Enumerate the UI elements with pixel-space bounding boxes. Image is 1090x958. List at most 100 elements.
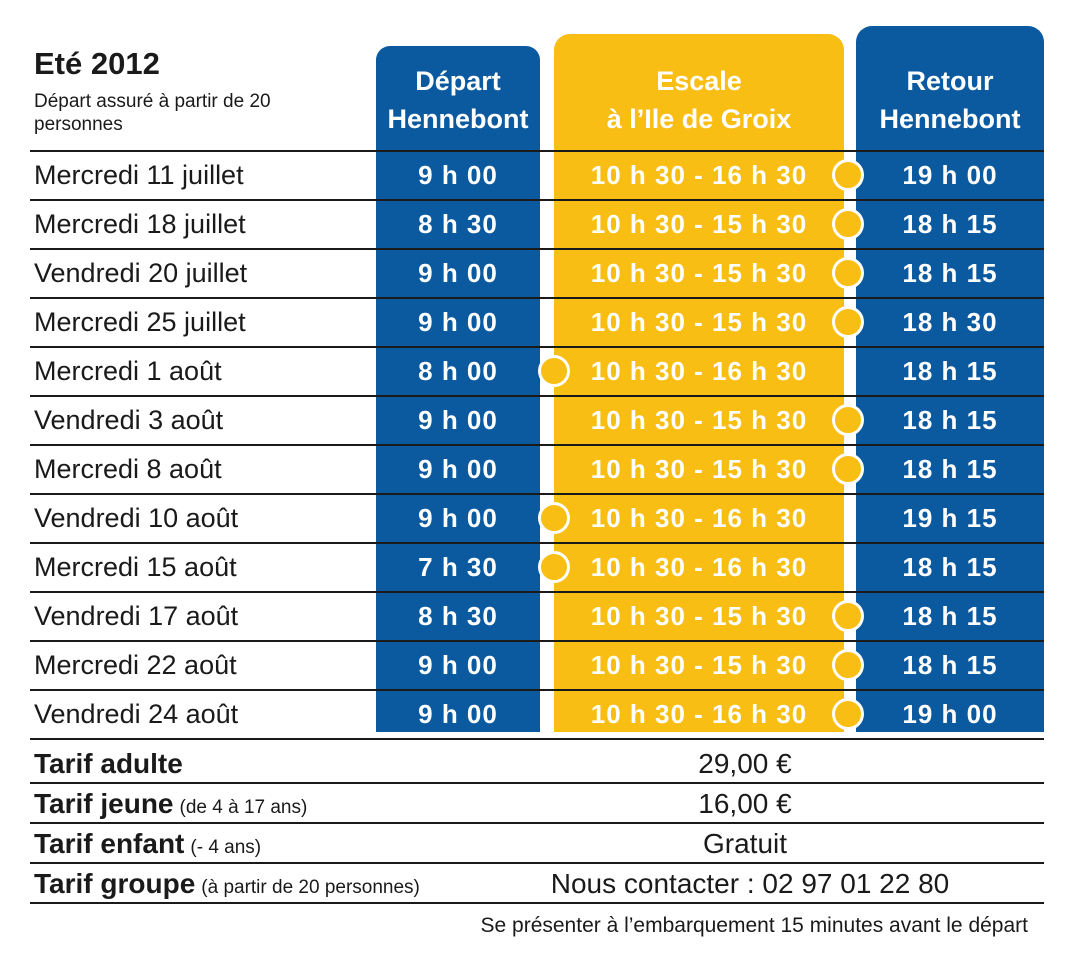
tariff-label: Tarif jeune (de 4 à 17 ans) — [34, 784, 307, 824]
escale-heading-line1: Escale — [656, 66, 742, 96]
stopover-marker-icon — [832, 306, 864, 338]
escale-time: 10 h 30 - 16 h 30 — [590, 503, 808, 533]
boarding-note: Se présenter à l’embarquement 15 minutes… — [480, 914, 1029, 937]
depart-time: 8 h 30 — [418, 601, 498, 631]
row-divider — [30, 248, 1044, 250]
depart-time: 9 h 00 — [418, 405, 498, 435]
row-divider — [30, 395, 1044, 397]
escale-time: 10 h 30 - 16 h 30 — [590, 699, 808, 729]
retour-time: 18 h 15 — [902, 601, 998, 631]
tariff-divider — [30, 822, 1044, 824]
escale-time: 10 h 30 - 15 h 30 — [590, 454, 808, 484]
escale-time: 10 h 30 - 16 h 30 — [590, 356, 808, 386]
depart-time: 7 h 30 — [418, 552, 498, 582]
retour-time: 18 h 30 — [902, 307, 998, 337]
row-date: Mercredi 8 août — [34, 454, 222, 484]
stopover-marker-icon — [832, 600, 864, 632]
retour-time: 19 h 00 — [902, 699, 998, 729]
tariff-name: Tarif enfant — [34, 828, 185, 859]
depart-time: 9 h 00 — [418, 503, 498, 533]
season-note: Départ assuré à partir de 20 personnes — [34, 91, 271, 135]
escale-heading-line2: à l’Ile de Groix — [606, 104, 792, 134]
escale-time: 10 h 30 - 16 h 30 — [590, 160, 808, 190]
row-divider — [30, 591, 1044, 593]
row-divider — [30, 640, 1044, 642]
tariff-price: Gratuit — [702, 828, 788, 859]
escale-time: 10 h 30 - 15 h 30 — [590, 258, 808, 288]
row-divider — [30, 297, 1044, 299]
tariff-divider — [30, 782, 1044, 784]
tariff-label: Tarif enfant (- 4 ans) — [34, 824, 261, 864]
retour-heading-line2: Hennebont — [879, 104, 1021, 134]
tariff-price: Nous contacter : 02 97 01 22 80 — [550, 868, 950, 899]
stopover-marker-icon — [832, 649, 864, 681]
stopover-marker-icon — [832, 159, 864, 191]
row-date: Vendredi 3 août — [34, 405, 224, 435]
escale-time: 10 h 30 - 15 h 30 — [590, 307, 808, 337]
row-date: Mercredi 22 août — [34, 650, 237, 680]
row-date: Mercredi 15 août — [34, 552, 237, 582]
depart-time: 9 h 00 — [418, 454, 498, 484]
retour-time: 18 h 15 — [902, 209, 998, 239]
tariff-label: Tarif groupe (à partir de 20 personnes) — [34, 864, 420, 904]
tariff-name: Tarif adulte — [34, 748, 183, 779]
retour-time: 18 h 15 — [902, 454, 998, 484]
depart-heading-line1: Départ — [415, 66, 501, 96]
tariff-divider — [30, 862, 1044, 864]
depart-time: 9 h 00 — [418, 258, 498, 288]
depart-time: 9 h 00 — [418, 699, 498, 729]
row-divider — [30, 346, 1044, 348]
row-date: Mercredi 1 août — [34, 356, 222, 386]
tariff-condition: (de 4 à 17 ans) — [179, 797, 308, 818]
tariff-price: 29,00 € — [698, 748, 792, 779]
escale-time: 10 h 30 - 15 h 30 — [590, 405, 808, 435]
retour-time: 19 h 15 — [902, 503, 998, 533]
row-date: Vendredi 17 août — [34, 601, 239, 631]
retour-time: 18 h 15 — [902, 552, 998, 582]
stopover-marker-icon — [832, 453, 864, 485]
row-date: Mercredi 11 juillet — [34, 160, 244, 190]
stopover-marker-icon — [832, 698, 864, 730]
stopover-marker-icon — [538, 355, 570, 387]
tariff-price: 16,00 € — [698, 788, 792, 819]
tariff-condition: (à partir de 20 personnes) — [201, 877, 420, 898]
stopover-marker-icon — [832, 208, 864, 240]
stopover-marker-icon — [538, 502, 570, 534]
retour-heading: Retour Hennebont — [856, 62, 1044, 138]
row-date: Vendredi 20 juillet — [34, 258, 248, 288]
row-date: Mercredi 25 juillet — [34, 307, 246, 337]
season-title: Eté 2012 — [34, 46, 160, 81]
stopover-marker-icon — [832, 257, 864, 289]
retour-column — [856, 26, 1044, 732]
depart-column — [376, 46, 540, 732]
row-divider — [30, 738, 1044, 740]
depart-heading: Départ Hennebont — [376, 62, 540, 138]
retour-time: 18 h 15 — [902, 405, 998, 435]
retour-time: 18 h 15 — [902, 258, 998, 288]
row-divider — [30, 493, 1044, 495]
depart-time: 8 h 30 — [418, 209, 498, 239]
tariff-label: Tarif adulte — [34, 744, 183, 784]
tariff-condition: (- 4 ans) — [190, 837, 262, 858]
row-divider — [30, 150, 1044, 152]
depart-time: 9 h 00 — [418, 307, 498, 337]
retour-time: 18 h 15 — [902, 356, 998, 386]
retour-time: 19 h 00 — [902, 160, 998, 190]
escale-time: 10 h 30 - 15 h 30 — [590, 650, 808, 680]
escale-time: 10 h 30 - 16 h 30 — [590, 552, 808, 582]
retour-time: 18 h 15 — [902, 650, 998, 680]
row-date: Vendredi 24 août — [34, 699, 239, 729]
depart-heading-line2: Hennebont — [387, 104, 529, 134]
tariff-name: Tarif jeune — [34, 788, 174, 819]
escale-heading: Escale à l’Ile de Groix — [554, 62, 844, 138]
depart-time: 9 h 00 — [418, 650, 498, 680]
row-divider — [30, 689, 1044, 691]
stopover-marker-icon — [538, 551, 570, 583]
depart-time: 8 h 00 — [418, 356, 498, 386]
depart-time: 9 h 00 — [418, 160, 498, 190]
escale-time: 10 h 30 - 15 h 30 — [590, 601, 808, 631]
tariff-name: Tarif groupe — [34, 868, 196, 899]
row-date: Mercredi 18 juillet — [34, 209, 246, 239]
escale-time: 10 h 30 - 15 h 30 — [590, 209, 808, 239]
